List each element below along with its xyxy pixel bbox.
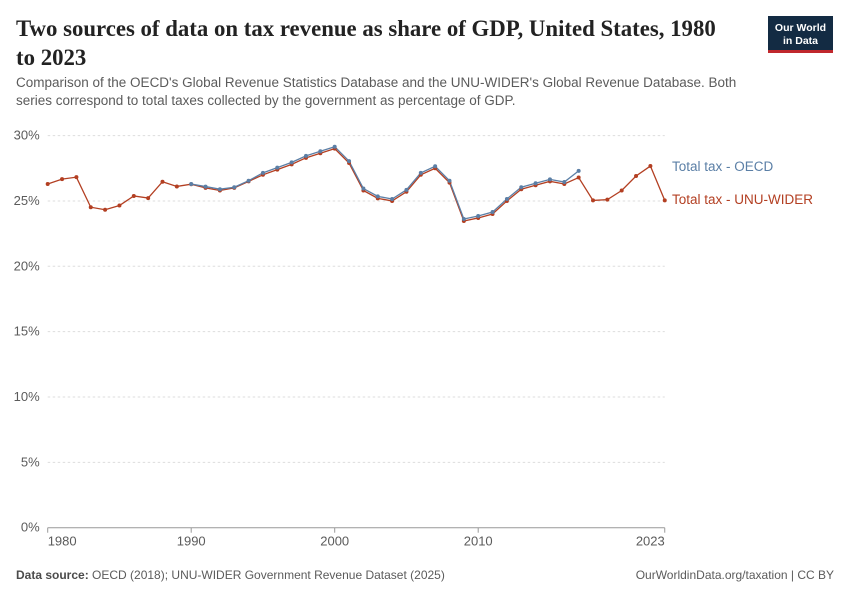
svg-text:15%: 15% [14, 324, 40, 339]
svg-text:2023: 2023 [636, 534, 665, 549]
svg-text:0%: 0% [21, 520, 40, 535]
svg-text:20%: 20% [14, 258, 40, 273]
svg-text:1990: 1990 [177, 534, 206, 549]
svg-text:30%: 30% [14, 128, 40, 143]
svg-text:5%: 5% [21, 454, 40, 469]
svg-text:2000: 2000 [320, 534, 349, 549]
svg-text:1980: 1980 [48, 534, 77, 549]
svg-text:10%: 10% [14, 389, 40, 404]
svg-text:2010: 2010 [464, 534, 493, 549]
svg-text:25%: 25% [14, 193, 40, 208]
